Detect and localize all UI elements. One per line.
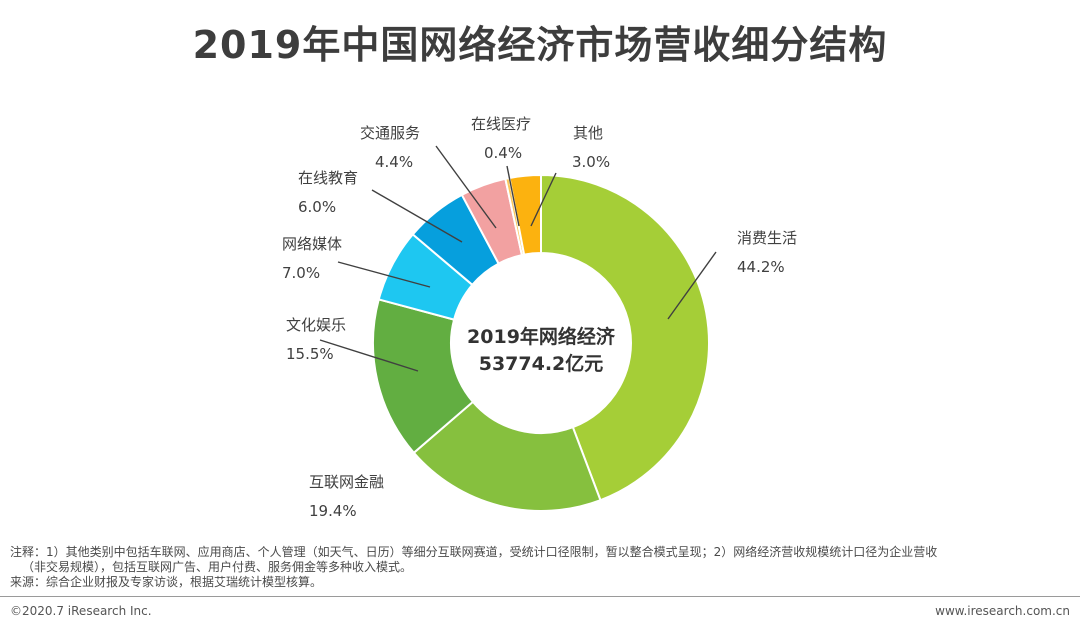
slice-value-7: 3.0% bbox=[572, 153, 610, 171]
note-line-2: （非交易规模），包括互联网广告、用户付费、服务佣金等多种收入模式。 bbox=[22, 560, 413, 574]
notes: 注释：1）其他类别中包括车联网、应用商店、个人管理（如天气、日历）等细分互联网赛… bbox=[10, 545, 1070, 590]
leader-line-4 bbox=[371, 189, 463, 243]
slice-value-3: 7.0% bbox=[282, 264, 320, 282]
leader-line-2 bbox=[319, 339, 419, 372]
slice-value-2: 15.5% bbox=[286, 345, 334, 363]
source-note: 来源：综合企业财报及专家访谈，根据艾瑞统计模型核算。 bbox=[10, 575, 323, 589]
copyright: ©2020.7 iResearch Inc. bbox=[10, 604, 152, 618]
center-label-line2: 53774.2亿元 bbox=[479, 352, 604, 375]
leader-lines-group bbox=[319, 145, 717, 372]
slice-value-5: 4.4% bbox=[375, 153, 413, 171]
slice-label-0: 消费生活 bbox=[737, 229, 797, 247]
labels-group: 消费生活 44.2% 互联网金融 19.4% 文化娱乐 15.5% 网络媒体 7.0% 在线教育… bbox=[282, 115, 797, 520]
slice-label-6: 在线医疗 bbox=[471, 115, 531, 133]
slice-label-7: 其他 bbox=[573, 124, 603, 142]
leader-line-6 bbox=[506, 165, 520, 227]
leader-line-7 bbox=[530, 172, 557, 227]
center-label-line1: 2019年网络经济 bbox=[467, 325, 616, 348]
slice-label-1: 互联网金融 bbox=[309, 473, 384, 491]
slices-group bbox=[372, 173, 710, 512]
slice-label-3: 网络媒体 bbox=[282, 235, 342, 253]
slice-label-5: 交通服务 bbox=[360, 124, 420, 142]
slice-label-4: 在线教育 bbox=[298, 169, 358, 187]
slice-value-4: 6.0% bbox=[298, 198, 336, 216]
leader-line-5 bbox=[435, 145, 497, 229]
slice-label-2: 文化娱乐 bbox=[286, 316, 346, 334]
chart-title: 2019年中国网络经济市场营收细分结构 bbox=[192, 23, 888, 67]
footer-divider bbox=[0, 596, 1080, 597]
slice-7 bbox=[508, 173, 542, 256]
slice-value-1: 19.4% bbox=[309, 502, 357, 520]
slice-0 bbox=[540, 173, 710, 502]
website-link[interactable]: www.iresearch.com.cn bbox=[935, 604, 1070, 618]
note-line-1: 注释：1）其他类别中包括车联网、应用商店、个人管理（如天气、日历）等细分互联网赛… bbox=[10, 545, 938, 559]
leader-line-0 bbox=[667, 251, 717, 320]
donut-chart: 消费生活 44.2% 互联网金融 19.4% 文化娱乐 15.5% 网络媒体 7.0% 在线教育… bbox=[282, 115, 797, 520]
slice-value-6: 0.4% bbox=[484, 144, 522, 162]
slice-1 bbox=[412, 400, 602, 512]
slice-value-0: 44.2% bbox=[737, 258, 785, 276]
leader-line-3 bbox=[337, 261, 431, 288]
